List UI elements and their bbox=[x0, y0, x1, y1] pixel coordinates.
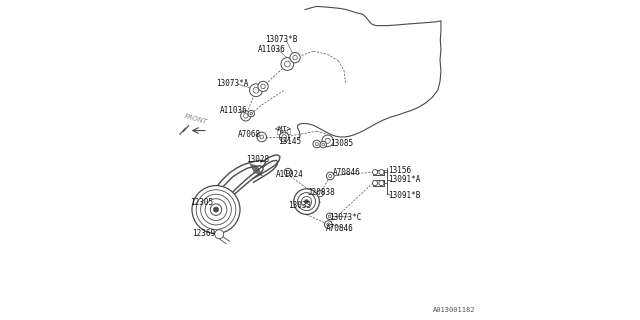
Circle shape bbox=[298, 193, 316, 211]
Circle shape bbox=[326, 223, 330, 226]
Text: FRONT: FRONT bbox=[184, 113, 208, 125]
Circle shape bbox=[243, 114, 248, 118]
Text: 13091*B: 13091*B bbox=[388, 191, 420, 200]
Circle shape bbox=[258, 81, 268, 92]
Text: 13028: 13028 bbox=[246, 155, 269, 164]
Circle shape bbox=[322, 143, 324, 146]
Circle shape bbox=[241, 111, 251, 121]
Circle shape bbox=[284, 168, 292, 176]
Text: <MT>: <MT> bbox=[275, 125, 292, 132]
Text: 〈MT〉: 〈MT〉 bbox=[277, 130, 292, 135]
Text: 13033: 13033 bbox=[288, 201, 311, 210]
Circle shape bbox=[250, 84, 262, 97]
Circle shape bbox=[301, 196, 312, 207]
Circle shape bbox=[214, 207, 219, 212]
Text: 13073*B: 13073*B bbox=[266, 35, 298, 44]
Circle shape bbox=[279, 132, 289, 142]
Text: 13145: 13145 bbox=[278, 137, 301, 146]
Text: A70846: A70846 bbox=[333, 168, 360, 177]
Text: A11036: A11036 bbox=[258, 45, 285, 54]
Circle shape bbox=[287, 171, 290, 174]
Circle shape bbox=[326, 172, 334, 180]
Circle shape bbox=[329, 174, 332, 178]
Text: A7068: A7068 bbox=[237, 130, 260, 139]
Circle shape bbox=[326, 213, 333, 220]
Circle shape bbox=[372, 170, 378, 175]
Circle shape bbox=[292, 55, 297, 60]
Text: 13073*A: 13073*A bbox=[216, 79, 248, 88]
Circle shape bbox=[322, 135, 333, 147]
Circle shape bbox=[215, 230, 224, 239]
Circle shape bbox=[315, 142, 319, 146]
Circle shape bbox=[257, 132, 267, 142]
Circle shape bbox=[192, 186, 240, 234]
Circle shape bbox=[196, 190, 236, 229]
Circle shape bbox=[325, 138, 330, 143]
Circle shape bbox=[285, 61, 291, 67]
Circle shape bbox=[324, 221, 332, 228]
Circle shape bbox=[305, 200, 308, 204]
Circle shape bbox=[320, 141, 326, 148]
Circle shape bbox=[260, 135, 264, 139]
Circle shape bbox=[261, 84, 266, 89]
Circle shape bbox=[290, 52, 300, 63]
Circle shape bbox=[282, 135, 287, 139]
Circle shape bbox=[317, 190, 323, 197]
Text: 12305: 12305 bbox=[191, 198, 214, 207]
Circle shape bbox=[294, 189, 319, 214]
Text: A70846: A70846 bbox=[326, 224, 353, 233]
Text: 13085: 13085 bbox=[330, 139, 353, 148]
Circle shape bbox=[281, 58, 294, 70]
Circle shape bbox=[248, 110, 254, 117]
Text: A11036: A11036 bbox=[220, 106, 248, 115]
Text: J20838: J20838 bbox=[308, 188, 335, 197]
Circle shape bbox=[205, 199, 227, 220]
Circle shape bbox=[313, 140, 321, 148]
Text: A013001182: A013001182 bbox=[433, 307, 475, 313]
Circle shape bbox=[372, 180, 378, 186]
Text: 13073*C: 13073*C bbox=[330, 213, 362, 222]
Circle shape bbox=[379, 180, 384, 186]
Text: 12369: 12369 bbox=[192, 229, 215, 238]
Circle shape bbox=[253, 87, 259, 93]
Circle shape bbox=[328, 215, 331, 218]
Text: 13091*A: 13091*A bbox=[388, 175, 420, 184]
Text: 13156: 13156 bbox=[388, 166, 411, 175]
Text: A11024: A11024 bbox=[276, 170, 303, 179]
Circle shape bbox=[210, 204, 222, 215]
Circle shape bbox=[379, 170, 384, 175]
Circle shape bbox=[250, 112, 253, 115]
Circle shape bbox=[201, 194, 232, 225]
